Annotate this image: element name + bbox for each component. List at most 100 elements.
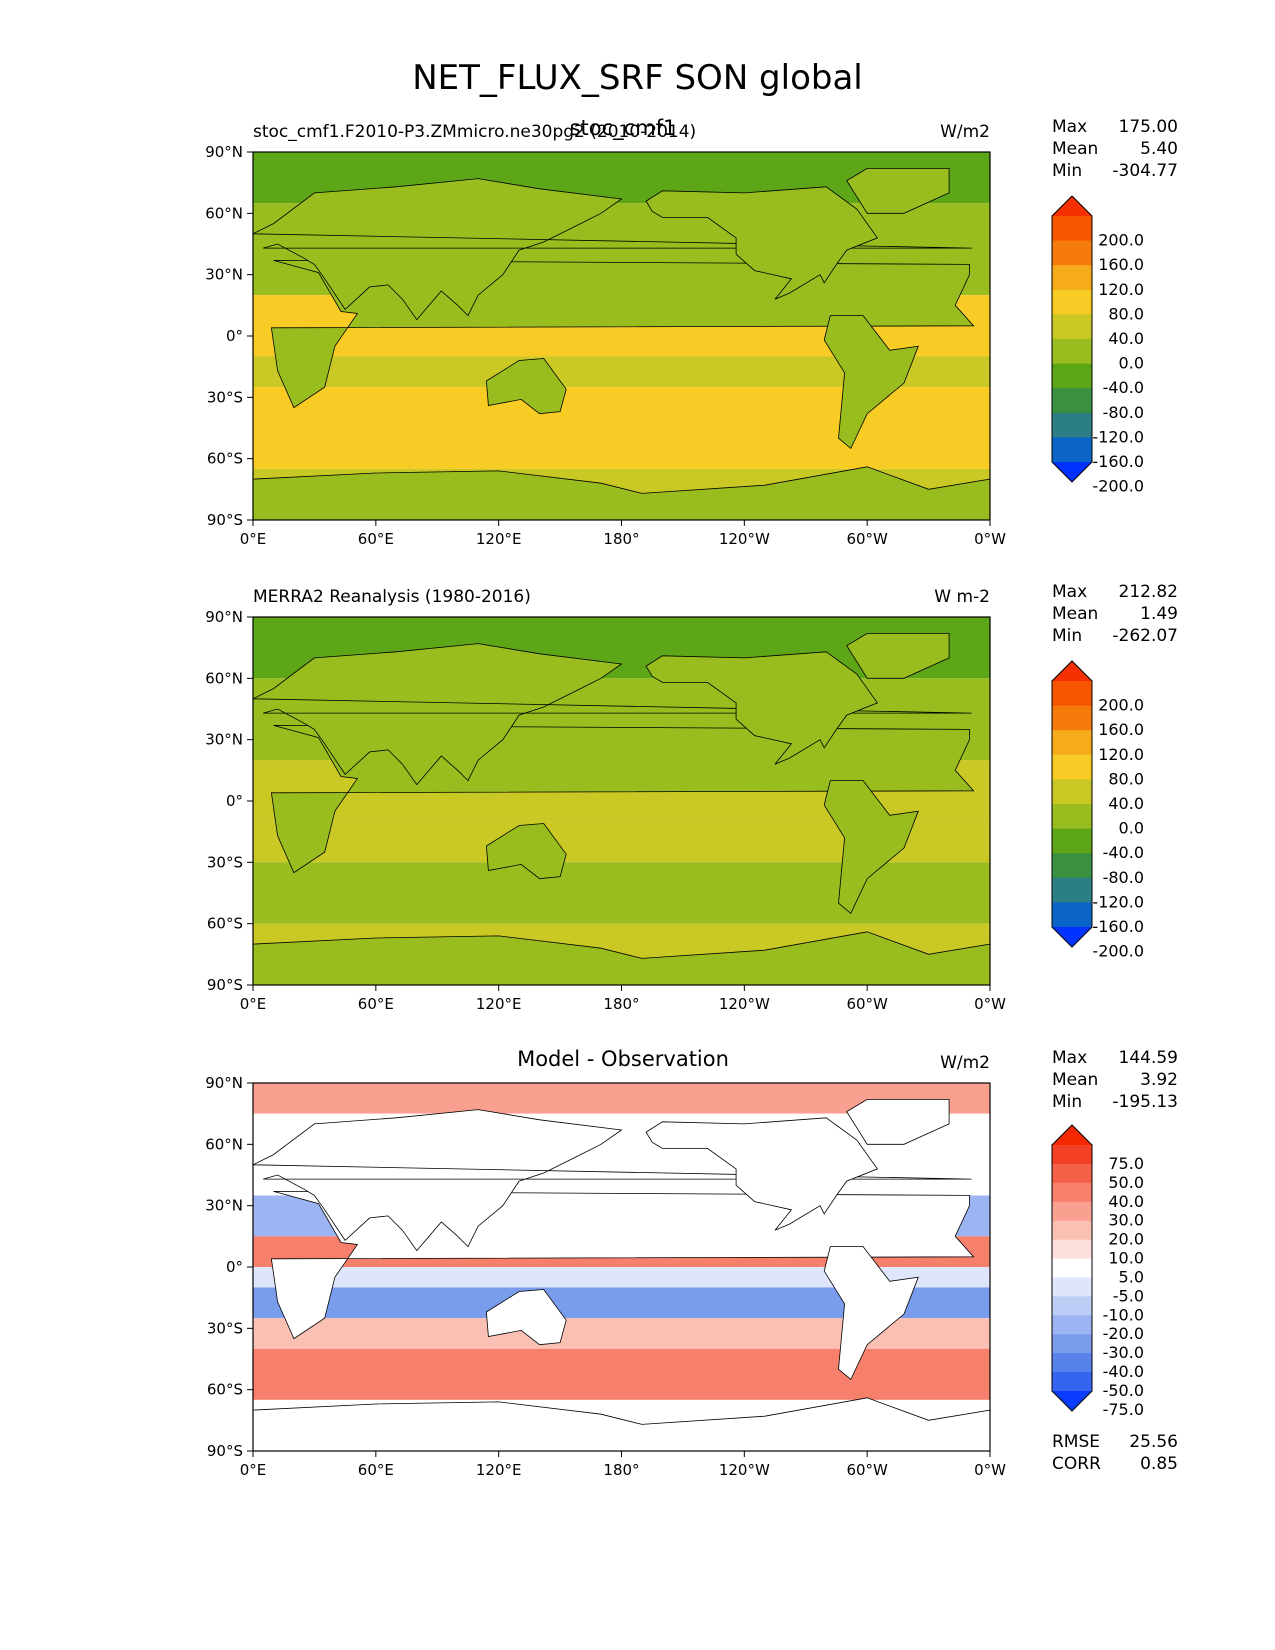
x-tick-label: 120°W [719, 1461, 770, 1479]
metric-value: 25.56 [1129, 1432, 1178, 1452]
stat-value: 144.59 [1118, 1048, 1178, 1068]
colorbar-extend-min [1052, 462, 1092, 482]
coastline [252, 178, 972, 321]
panel-observation: MERRA2 Reanalysis (1980-2016) W m-2 Max 2… [0, 575, 1275, 1045]
x-tick-label: 180° [603, 530, 639, 548]
x-tick-label: 60°E [358, 1461, 394, 1479]
stat-value: 175.00 [1118, 117, 1178, 137]
coastline [485, 358, 567, 415]
y-tick-label: 90°N [205, 1074, 243, 1092]
map-plot: 0°E 60°E 120°E 180° 120°W 60°W 0°W 90°N 60°N 30°N… [205, 1074, 1144, 1479]
y-tick-label: 0° [226, 1258, 243, 1276]
panel-metrics: RMSE 25.56 CORR 0.85 [1052, 1431, 1178, 1475]
stat-label: Max [1052, 117, 1088, 137]
colorbar-segment [1052, 289, 1092, 315]
colorbar-extend-max [1052, 1125, 1092, 1145]
y-tick-label: 60°S [207, 450, 243, 468]
coastline [485, 823, 567, 880]
field-band [253, 1348, 990, 1400]
stat-label: Max [1052, 1048, 1088, 1068]
metric-label: RMSE [1052, 1432, 1101, 1452]
stat-label: Max [1052, 582, 1088, 602]
colorbar-segment [1052, 681, 1092, 707]
metric-label: CORR [1052, 1454, 1101, 1474]
colorbar-segment [1052, 853, 1092, 879]
coastline [823, 315, 919, 450]
colorbar-label: -5.0 [1113, 1286, 1144, 1305]
colorbar-segment [1052, 779, 1092, 805]
coastline [846, 1099, 950, 1145]
stat-label: Mean [1052, 139, 1099, 159]
map-plot: 0°E 60°E 120°E 180° 120°W 60°W 0°W 90°N 60°N 30°N… [205, 143, 1144, 548]
stat-label: Min [1052, 1092, 1083, 1112]
colorbar-segment [1052, 363, 1092, 389]
colorbar-label: 40.0 [1108, 1192, 1144, 1211]
y-tick-label: 0° [226, 792, 243, 810]
colorbar-label: -75.0 [1103, 1400, 1144, 1419]
coastline [270, 725, 975, 874]
y-tick-label: 90°S [207, 511, 243, 529]
y-tick-label: 90°N [205, 608, 243, 626]
field-band [253, 862, 990, 924]
colorbar-label: 50.0 [1108, 1173, 1144, 1192]
colorbar-label: -120.0 [1092, 427, 1144, 446]
colorbar-label: -80.0 [1103, 868, 1144, 887]
x-tick-label: 60°W [846, 530, 888, 548]
colorbar-label: 5.0 [1119, 1267, 1144, 1286]
y-tick-label: 60°N [205, 204, 243, 222]
colorbar-segment [1052, 754, 1092, 780]
coastline [823, 1246, 919, 1381]
stat-label: Min [1052, 161, 1083, 181]
colorbar-label: -80.0 [1103, 403, 1144, 422]
coastline [270, 260, 975, 409]
x-tick-label: 120°W [719, 530, 770, 548]
field-band [253, 1267, 990, 1288]
colorbar-segment [1052, 412, 1092, 438]
colorbar-segment [1052, 902, 1092, 928]
stat-value: 212.82 [1118, 582, 1178, 602]
stat-value: 1.49 [1140, 604, 1178, 624]
stat-label: Mean [1052, 604, 1099, 624]
colorbar-segment [1052, 437, 1092, 463]
colorbar-label: 0.0 [1119, 819, 1144, 838]
colorbar-label: 200.0 [1098, 696, 1144, 715]
y-tick-label: 60°N [205, 1135, 243, 1153]
colorbar-segment [1052, 730, 1092, 756]
colorbar-segment [1052, 1145, 1092, 1165]
colorbar-segment [1052, 240, 1092, 266]
colorbar-segment [1052, 877, 1092, 903]
y-tick-label: 60°N [205, 669, 243, 687]
figure-title: NET_FLUX_SRF SON global [412, 58, 863, 98]
y-tick-label: 90°S [207, 976, 243, 994]
colorbar-segment [1052, 1334, 1092, 1354]
colorbar-segment [1052, 1277, 1092, 1297]
colorbar-label: -120.0 [1092, 892, 1144, 911]
coastline [645, 651, 879, 765]
colorbar-label: -160.0 [1092, 917, 1144, 936]
stat-value: -304.77 [1112, 161, 1178, 181]
colorbar-outline [1051, 1124, 1093, 1412]
x-tick-label: 0°W [974, 1461, 1006, 1479]
colorbar-extend-min [1052, 927, 1092, 947]
colorbar-label: 80.0 [1108, 769, 1144, 788]
x-tick-label: 120°E [476, 995, 522, 1013]
x-tick-label: 180° [603, 995, 639, 1013]
x-tick-label: 120°W [719, 995, 770, 1013]
panel-center-title: Model - Observation [517, 1047, 729, 1071]
panel-stats: Max 175.00 Mean 5.40 Min -304.77 [1052, 116, 1178, 182]
coastline [846, 633, 950, 679]
panel-left-title: MERRA2 Reanalysis (1980-2016) [253, 587, 531, 607]
y-tick-label: 30°N [205, 731, 243, 749]
colorbar-label: -20.0 [1103, 1324, 1144, 1343]
colorbar-segment [1052, 828, 1092, 854]
stat-value: -262.07 [1112, 626, 1178, 646]
x-tick-label: 60°E [358, 995, 394, 1013]
colorbar-label: -10.0 [1103, 1305, 1144, 1324]
x-tick-label: 60°W [846, 995, 888, 1013]
colorbar-segment [1052, 1239, 1092, 1260]
coastlines [252, 633, 991, 986]
colorbar-label: 120.0 [1098, 280, 1144, 299]
coastline [252, 1109, 972, 1252]
colorbar-label: 80.0 [1108, 304, 1144, 323]
colorbar-outline [1051, 660, 1093, 948]
